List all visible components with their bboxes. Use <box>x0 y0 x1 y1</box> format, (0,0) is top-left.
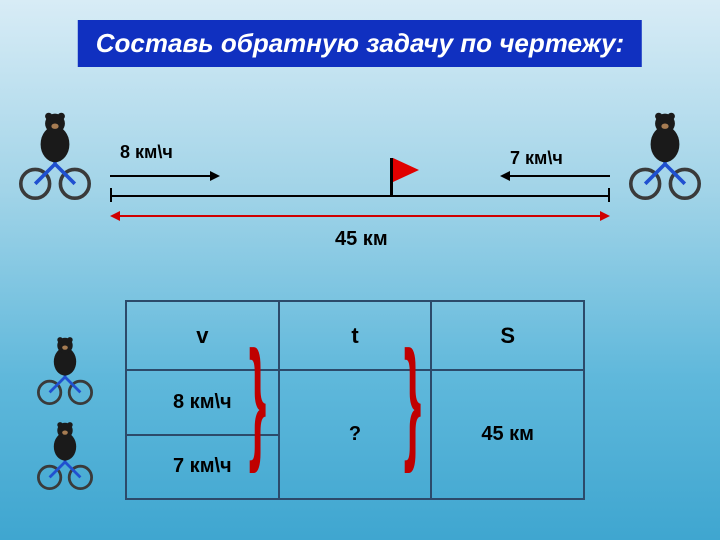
span-arrow-right-head-icon <box>600 211 610 221</box>
col-s: S <box>431 301 584 370</box>
arrow-right-head-icon <box>500 171 510 181</box>
bear-cyclist-left <box>10 110 100 200</box>
bear-cyclist-right <box>620 110 710 200</box>
distance-span-arrow <box>116 215 604 217</box>
vts-table: v t S 8 км\ч ? 45 км 7 км\ч } } <box>125 300 585 500</box>
span-arrow-left-head-icon <box>110 211 120 221</box>
bear-icon <box>620 110 710 200</box>
number-line <box>110 195 610 197</box>
brace-icon: } <box>249 333 267 468</box>
table-row: 8 км\ч ? 45 км <box>126 370 584 434</box>
bear-cyclist-small-2 <box>30 420 100 490</box>
bear-icon <box>10 110 100 200</box>
distance-label: 45 км <box>335 228 388 251</box>
tick-left <box>110 188 112 202</box>
number-line-diagram: 8 км\ч 7 км\ч 45 км <box>110 120 610 250</box>
bear-icon <box>30 420 100 490</box>
tick-right <box>608 188 610 202</box>
brace-icon: } <box>404 333 422 468</box>
speed-right-label: 7 км\ч <box>510 148 563 169</box>
speed-left-label: 8 км\ч <box>120 142 173 163</box>
arrow-left-head-icon <box>210 171 220 181</box>
cell-s: 45 км <box>431 370 584 499</box>
flag-icon <box>393 158 419 182</box>
arrow-left <box>110 175 210 177</box>
bear-icon <box>30 335 100 405</box>
bear-cyclist-small-1 <box>30 335 100 405</box>
title-banner: Составь обратную задачу по чертежу: <box>78 20 642 67</box>
table-header-row: v t S <box>126 301 584 370</box>
arrow-right <box>510 175 610 177</box>
